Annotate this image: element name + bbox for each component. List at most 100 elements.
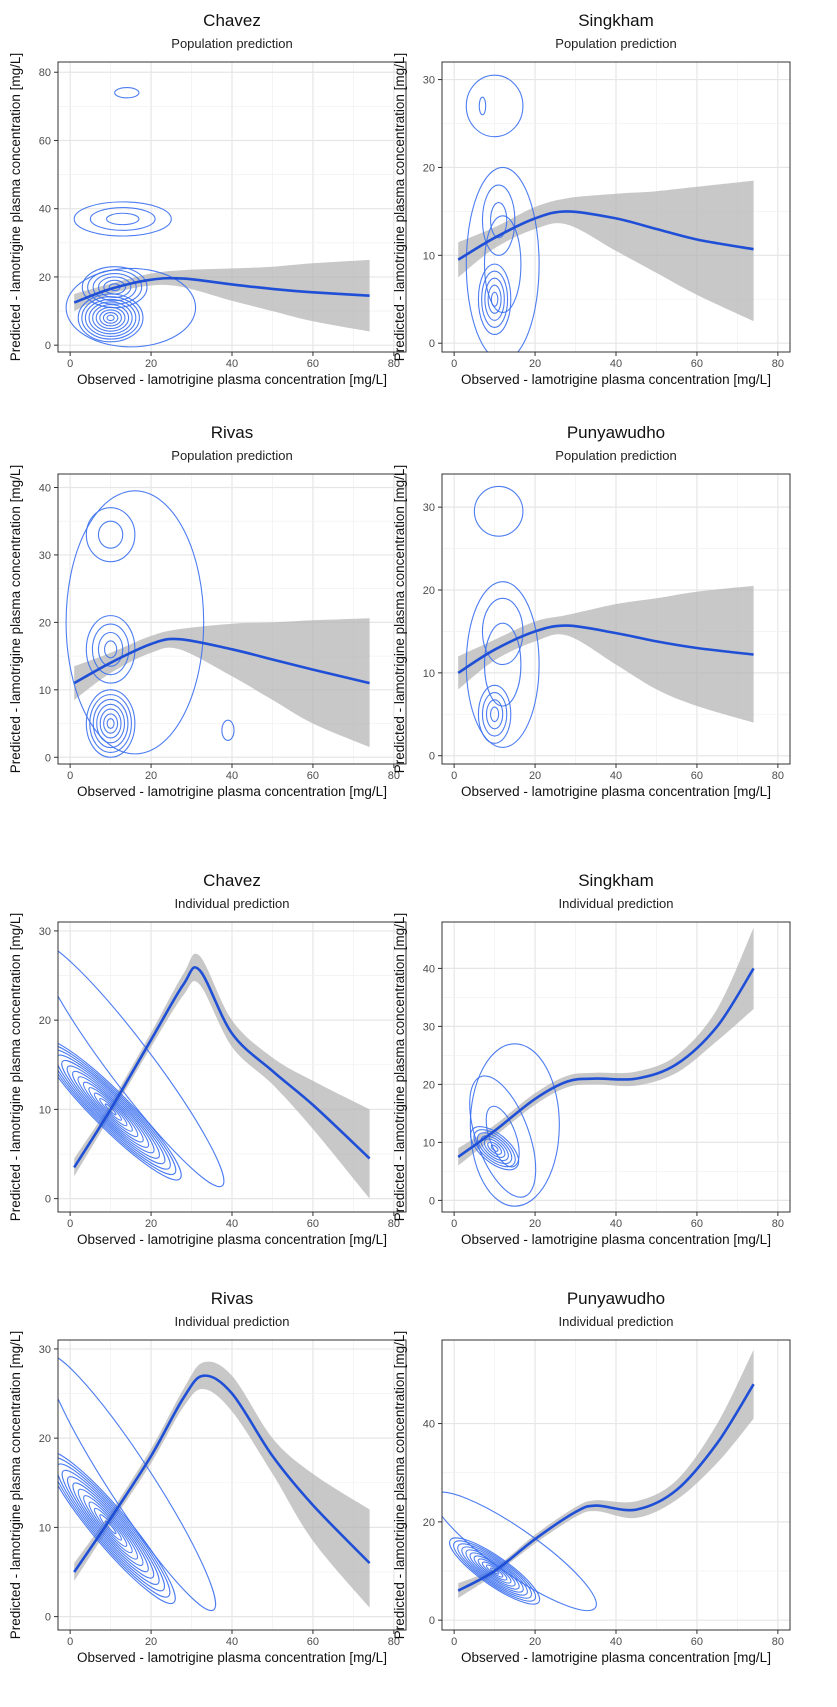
y-axis-label: Predicted - lamotrigine plasma concentra…	[392, 53, 407, 361]
density-contour	[481, 691, 508, 737]
x-tick-label: 60	[307, 1636, 319, 1648]
density-contour	[485, 699, 504, 730]
density-contour	[72, 1070, 150, 1148]
chart-svg: Singkham Individual prediction 0 20 40 60 80 0 1…	[392, 871, 791, 1247]
smooth-fit-line	[457, 624, 754, 674]
chart-title: Rivas	[211, 1289, 254, 1308]
plot-layer	[457, 74, 754, 352]
chart-title: Singkham	[578, 871, 654, 890]
confidence-band	[458, 585, 754, 723]
density-contour	[483, 1138, 506, 1158]
y-tick-label: 10	[423, 250, 435, 262]
x-axis-label: Observed - lamotrigine plasma concentrat…	[461, 784, 771, 799]
y-tick-label: 30	[423, 502, 435, 514]
density-contour	[473, 485, 524, 537]
chart-svg: Punyawudho Individual prediction 0 20 40 60 80…	[392, 1289, 791, 1665]
density-contour	[77, 1076, 144, 1143]
y-tick-label: 0	[429, 1195, 435, 1207]
density-contour	[221, 719, 235, 741]
chart-svg: Chavez Population prediction 0 20 40 60 80 0 20 4…	[8, 11, 407, 387]
x-tick-label: 80	[772, 1636, 784, 1648]
density-contour	[487, 1141, 503, 1155]
plot-layer	[65, 87, 370, 348]
x-tick-label: 20	[529, 770, 541, 782]
density-contour	[65, 490, 205, 755]
x-tick-label: 40	[610, 770, 622, 782]
density-contour	[481, 1561, 508, 1581]
density-contour	[484, 277, 505, 321]
x-tick-label: 20	[145, 358, 157, 370]
chart-subtitle: Population prediction	[171, 36, 292, 51]
y-tick-label: 30	[423, 1021, 435, 1033]
density-contour	[66, 1065, 155, 1154]
confidence-band	[74, 259, 370, 332]
x-tick-label: 20	[145, 770, 157, 782]
density-contour	[473, 1129, 516, 1168]
chart-title: Chavez	[203, 11, 261, 30]
x-tick-label: 0	[451, 1218, 457, 1230]
smooth-fit-line	[457, 210, 754, 261]
x-tick-label: 60	[691, 1636, 703, 1648]
y-tick-label: 0	[45, 752, 51, 764]
x-tick-label: 40	[610, 1636, 622, 1648]
y-tick-label: 30	[39, 550, 51, 562]
density-contour	[457, 1543, 532, 1599]
density-contour	[58, 942, 225, 1188]
y-axis-label: Predicted - lamotrigine plasma concentra…	[8, 913, 23, 1221]
density-contour	[477, 263, 512, 335]
x-tick-label: 40	[226, 1636, 238, 1648]
x-tick-label: 40	[226, 770, 238, 782]
density-contour	[469, 1043, 560, 1207]
density-contour	[93, 1507, 128, 1547]
x-tick-label: 60	[307, 358, 319, 370]
x-tick-label: 20	[145, 1218, 157, 1230]
density-contour	[89, 694, 132, 753]
density-contour	[85, 689, 136, 758]
density-contour	[65, 267, 197, 348]
x-axis-label: Observed - lamotrigine plasma concentrat…	[77, 1232, 387, 1247]
panel-chavez-individual: Chavez Individual prediction 0 20 40 60 80 0 10 2…	[6, 862, 414, 1264]
y-tick-label: 40	[39, 204, 51, 216]
y-tick-label: 20	[39, 1433, 51, 1445]
smooth-fit-line	[73, 1374, 371, 1573]
density-contour	[58, 1054, 166, 1165]
y-tick-label: 0	[45, 1612, 51, 1624]
chart-subtitle: Population prediction	[171, 448, 292, 463]
plot-layer	[58, 942, 371, 1199]
x-tick-label: 0	[67, 358, 73, 370]
y-axis-label: Predicted - lamotrigine plasma concentra…	[8, 465, 23, 773]
chart-svg: Punyawudho Population prediction 0 20 40 60 80…	[392, 423, 791, 799]
x-tick-label: 20	[529, 1218, 541, 1230]
smooth-fit-line	[73, 276, 370, 304]
x-tick-label: 80	[772, 358, 784, 370]
density-contour	[442, 1491, 597, 1612]
x-tick-label: 0	[451, 770, 457, 782]
density-contour	[102, 312, 119, 324]
x-tick-label: 80	[388, 770, 400, 782]
x-axis-label: Observed - lamotrigine plasma concentrat…	[461, 1650, 771, 1665]
y-tick-label: 0	[45, 340, 51, 352]
density-contour	[476, 1132, 513, 1165]
density-contour	[449, 1537, 541, 1605]
density-contour	[58, 1354, 217, 1612]
chart-title: Rivas	[211, 423, 254, 442]
density-contour	[106, 314, 115, 322]
density-contour	[83, 1495, 139, 1560]
panel-punyawudho-population: Punyawudho Population prediction 0 20 40 60 80…	[390, 414, 798, 816]
density-contour	[104, 1520, 117, 1535]
y-tick-label: 20	[423, 162, 435, 174]
plot-layer	[457, 485, 754, 748]
x-tick-label: 0	[67, 1636, 73, 1648]
x-tick-label: 60	[307, 1218, 319, 1230]
density-contour	[58, 1038, 182, 1181]
y-tick-label: 30	[39, 926, 51, 938]
density-contour	[103, 640, 118, 659]
chart-svg: Rivas Individual prediction 0 20 40 60 80 0 10 20…	[8, 1289, 407, 1665]
panel-chavez-population: Chavez Population prediction 0 20 40 60 80 0 20 4…	[6, 2, 414, 404]
density-contour	[490, 202, 508, 239]
density-contour	[61, 1059, 161, 1159]
smooth-fit-line	[457, 1383, 755, 1592]
x-tick-label: 40	[226, 1218, 238, 1230]
y-tick-label: 60	[39, 135, 51, 147]
